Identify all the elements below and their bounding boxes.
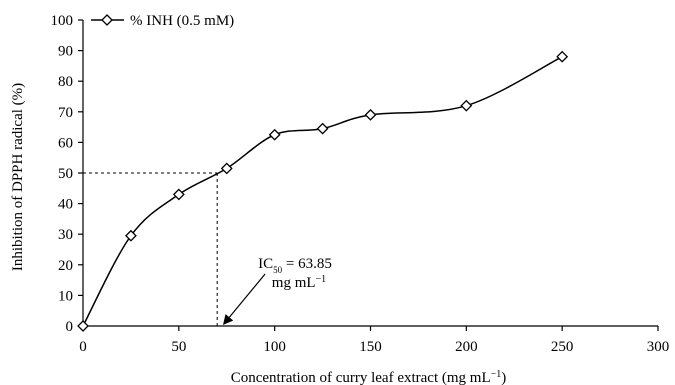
x-tick-label: 250 <box>551 339 574 355</box>
y-tick-label: 20 <box>58 258 73 274</box>
x-tick-label: 200 <box>455 339 478 355</box>
x-tick-label: 300 <box>647 339 670 355</box>
x-tick-label: 50 <box>171 339 186 355</box>
y-tick-label: 0 <box>66 319 74 335</box>
data-point-marker <box>172 188 185 201</box>
y-tick-label: 90 <box>58 44 73 60</box>
x-axis: 0 50 100 150 200 250 300 <box>79 325 670 355</box>
ic50-unit-label: mg mL−1 <box>272 274 326 292</box>
arrow-shaft <box>228 273 266 318</box>
arrow-head <box>223 314 234 325</box>
data-point-marker <box>364 108 377 121</box>
legend-label: % INH (0.5 mM) <box>130 13 234 29</box>
data-point-marker <box>77 320 89 332</box>
y-tick-label: 100 <box>51 13 74 29</box>
y-tick-label: 10 <box>58 288 73 304</box>
data-point-marker <box>556 50 569 63</box>
x-tick-label: 150 <box>359 339 382 355</box>
reference-lines <box>83 172 218 326</box>
x-tick-label: 100 <box>263 339 286 355</box>
data-point-marker <box>268 128 281 141</box>
data-point-marker <box>124 229 137 242</box>
x-axis-title: Concentration of curry leaf extract (mg … <box>231 369 507 385</box>
legend: % INH (0.5 mM) <box>91 13 234 29</box>
y-tick-label: 70 <box>58 105 73 121</box>
y-tick-label: 30 <box>58 227 73 243</box>
y-tick-label: 50 <box>58 166 73 182</box>
y-axis-title: Inhibition of DPPH radical (%) <box>10 83 26 271</box>
data-point-marker <box>220 162 233 175</box>
y-tick-label: 80 <box>58 74 73 90</box>
legend-marker <box>101 14 113 26</box>
series <box>77 50 569 332</box>
y-tick-label: 40 <box>58 197 73 213</box>
data-point-marker <box>460 99 473 112</box>
ic50-label: IC50 = 63.85 <box>258 256 332 275</box>
y-axis: 0 10 20 30 40 50 60 70 80 90 100 <box>51 13 84 335</box>
y-tick-label: 60 <box>58 135 73 151</box>
data-point-marker <box>316 122 329 135</box>
x-tick-label: 0 <box>79 339 87 355</box>
series-line <box>82 56 563 327</box>
